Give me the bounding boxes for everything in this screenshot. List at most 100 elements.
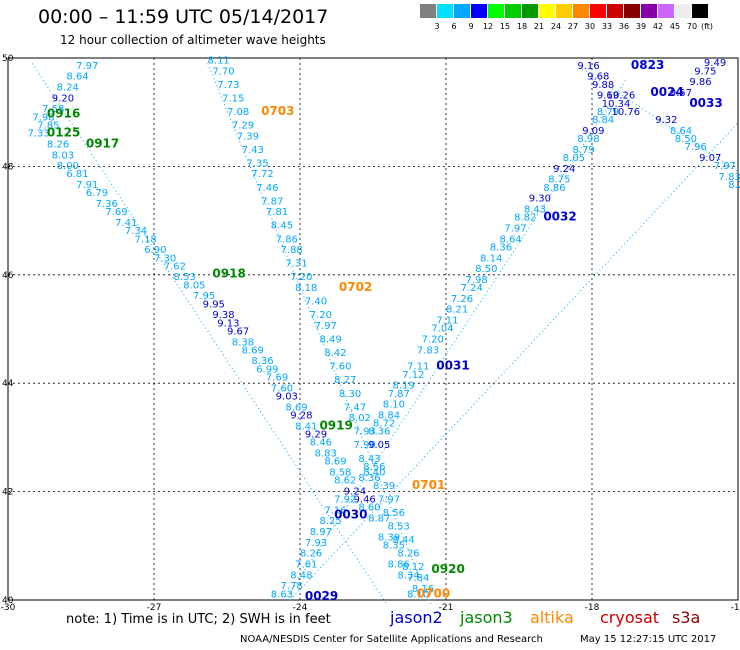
swh-label: 9.09 — [582, 126, 604, 137]
pass-label: 0703 — [261, 104, 294, 118]
swh-label: 7.11 — [436, 316, 458, 327]
pass-label: 0917 — [86, 136, 119, 150]
swh-label: 8.36 — [490, 242, 512, 253]
swh-label: 7.98 — [32, 112, 54, 123]
swh-label: 9.68 — [587, 72, 609, 83]
swh-label: 8.28 — [728, 180, 740, 191]
swh-label: 8.86 — [543, 183, 565, 194]
swh-label: 7.96 — [684, 142, 706, 153]
satellite-legend-item: cryosat — [600, 608, 660, 627]
swh-label: 9.75 — [694, 66, 716, 77]
swh-label: 7.12 — [402, 370, 424, 381]
swh-label: 7.08 — [227, 107, 249, 118]
swh-label: 8.00 — [57, 161, 79, 172]
swh-label: 8.24 — [57, 83, 79, 94]
swh-label: 8.60 — [358, 503, 380, 514]
swh-label: 7.62 — [164, 261, 186, 272]
pass-label: 0125 — [47, 126, 80, 140]
legend-label: 27 — [567, 22, 579, 31]
swh-label: 8.19 — [392, 381, 414, 392]
swh-label: 8.05 — [183, 280, 205, 291]
swh-label: 7.35 — [246, 158, 268, 169]
swh-label: 7.69 — [105, 207, 127, 218]
legend-swatch — [692, 4, 709, 18]
swh-label: 8.41 — [295, 421, 317, 432]
legend-swatch — [556, 4, 573, 18]
lon-tick-label: -15 — [731, 603, 740, 613]
legend-label: 21 — [533, 22, 545, 31]
swh-label: 7.30 — [154, 253, 176, 264]
swh-label: 8.50 — [475, 264, 497, 275]
swh-label: 10.26 — [607, 91, 636, 102]
swh-label: 7.47 — [344, 402, 366, 413]
swh-label: 8.45 — [271, 221, 293, 232]
swh-label: 8.25 — [319, 516, 341, 527]
swh-label: 8.12 — [402, 562, 424, 573]
swh-label: 9.20 — [52, 93, 74, 104]
swh-label: 7.43 — [242, 145, 264, 156]
swh-label: 9.29 — [305, 429, 327, 440]
swh-label: 7.98 — [465, 275, 487, 286]
swh-label: 9.13 — [217, 318, 239, 329]
swh-label: 8.10 — [407, 589, 429, 600]
swh-label: 9.57 — [670, 88, 692, 99]
legend-swatch — [539, 4, 556, 18]
swh-label: 9.88 — [592, 80, 614, 91]
pass-label: 0030 — [334, 508, 367, 522]
legend-label: 24 — [550, 22, 562, 31]
swh-label: 7.15 — [222, 93, 244, 104]
pass-label: 0918 — [212, 267, 245, 281]
lon-tick-label: -21 — [439, 603, 454, 613]
swh-label: 7.61 — [295, 559, 317, 570]
swh-label: 7.95 — [193, 291, 215, 302]
swh-label: 10.76 — [611, 107, 640, 118]
swh-label: 9.16 — [577, 61, 599, 72]
swh-label: 8.18 — [295, 283, 317, 294]
swh-label: 9.32 — [655, 115, 677, 126]
swh-label: 8.82 — [514, 213, 536, 224]
swh-label: 8.27 — [334, 375, 356, 386]
swh-label: 10.34 — [602, 99, 631, 110]
lon-tick-label: -27 — [147, 603, 162, 613]
page-title: 00:00 – 11:59 UTC 05/14/2017 — [38, 6, 329, 28]
swh-label: 8.42 — [324, 348, 346, 359]
swh-label: 8.36 — [368, 427, 390, 438]
pass-label: 0916 — [47, 107, 80, 121]
swh-label: 8.21 — [446, 305, 468, 316]
swh-label: 9.03 — [276, 391, 298, 402]
legend-swatch — [522, 4, 539, 18]
swh-label: 8.11 — [208, 55, 230, 66]
swh-label: 7.97 — [714, 161, 736, 172]
swh-label: 7.72 — [251, 169, 273, 180]
map-frame — [7, 57, 739, 601]
swh-label: 8.02 — [349, 413, 371, 424]
swh-label: 9.67 — [227, 326, 249, 337]
legend-swatch — [437, 4, 454, 18]
legend-label: 6 — [451, 22, 457, 31]
pass-label: 0919 — [319, 418, 352, 432]
pass-label: 0031 — [436, 359, 469, 373]
swh-label: 6.90 — [144, 245, 166, 256]
swh-label: 8.79 — [573, 145, 595, 156]
swh-label: 7.60 — [329, 362, 351, 373]
swh-label: 9.24 — [344, 486, 366, 497]
swh-label: 7.83 — [417, 345, 439, 356]
swh-label: 7.36 — [96, 199, 118, 210]
swh-label: 9.95 — [203, 299, 225, 310]
swh-label: 7.73 — [217, 80, 239, 91]
legend-swatch — [454, 4, 471, 18]
swh-label: 9.24 — [553, 164, 575, 175]
satellite-legend-item: altika — [530, 608, 574, 627]
swh-label: 7.92 — [334, 494, 356, 505]
swh-label: 9.38 — [212, 310, 234, 321]
pass-label: 0702 — [339, 280, 372, 294]
pass-label: 0823 — [631, 58, 664, 72]
swh-label: 8.86 — [388, 559, 410, 570]
swh-label: 7.33 — [27, 129, 49, 140]
legend-label: 45 — [669, 22, 681, 31]
credit-text: NOAA/NESDIS Center for Satellite Applica… — [240, 634, 543, 645]
swh-label: 7.29 — [232, 120, 254, 131]
swh-label: 7.31 — [285, 259, 307, 270]
swh-label: 8.58 — [329, 467, 351, 478]
swh-label: 8.26 — [397, 549, 419, 560]
